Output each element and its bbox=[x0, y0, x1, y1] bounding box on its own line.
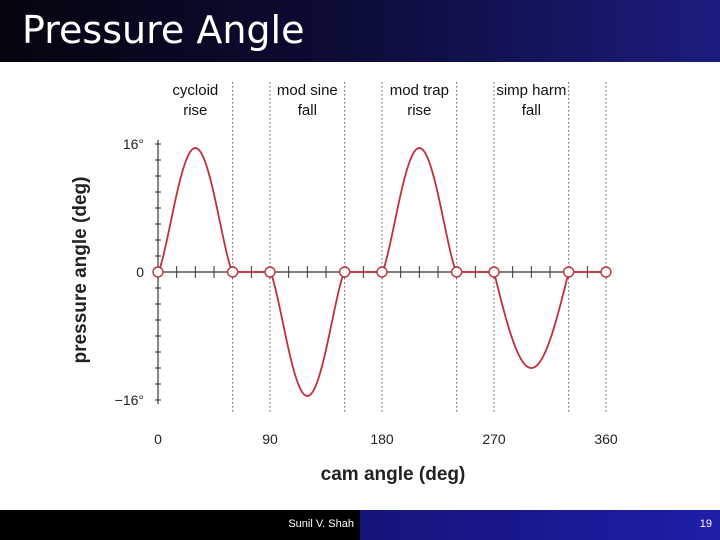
segment-label: cycloid bbox=[172, 82, 218, 99]
y-axis-label: pressure angle (deg) bbox=[70, 177, 91, 364]
segment-labels: cycloid rise mod sine fall mod trap rise simp … bbox=[172, 82, 566, 119]
x-tick-label: 90 bbox=[262, 431, 278, 447]
zero-point-marker bbox=[489, 267, 499, 277]
zero-point-marker bbox=[228, 267, 238, 277]
x-tick-label: 360 bbox=[594, 431, 618, 447]
footer: Sunil V. Shah 19 bbox=[0, 510, 720, 540]
segment-label: rise bbox=[183, 102, 207, 119]
y-tick-label: 16° bbox=[123, 136, 144, 152]
zero-point-marker bbox=[153, 267, 163, 277]
axes: 16° 0 −16° 0 90 180 270 360 bbox=[115, 136, 618, 447]
segment-label: mod trap bbox=[390, 82, 449, 99]
footer-right: 19 bbox=[360, 510, 720, 540]
title-bar: Pressure Angle bbox=[0, 0, 720, 62]
footer-left: Sunil V. Shah bbox=[0, 510, 360, 540]
zero-point-marker bbox=[564, 267, 574, 277]
segment-label: fall bbox=[522, 102, 541, 119]
x-tick-label: 270 bbox=[482, 431, 506, 447]
author-name: Sunil V. Shah bbox=[288, 518, 354, 530]
segment-label: rise bbox=[407, 102, 431, 119]
boundary-lines bbox=[233, 82, 606, 412]
y-tick-label: −16° bbox=[115, 392, 144, 408]
y-tick-label: 0 bbox=[136, 264, 144, 280]
page-number: 19 bbox=[700, 518, 712, 530]
x-tick-label: 0 bbox=[154, 431, 162, 447]
zero-point-marker bbox=[377, 267, 387, 277]
slide-title: Pressure Angle bbox=[22, 8, 304, 52]
x-axis-label: cam angle (deg) bbox=[321, 464, 466, 485]
chart-svg: 16° 0 −16° 0 90 180 270 360 cycloid rise mod sine… bbox=[48, 62, 658, 510]
zero-point-marker bbox=[452, 267, 462, 277]
pressure-angle-chart: 16° 0 −16° 0 90 180 270 360 cycloid rise mod sine… bbox=[48, 62, 658, 510]
x-tick-label: 180 bbox=[370, 431, 394, 447]
segment-label: mod sine bbox=[277, 82, 338, 99]
zero-point-marker bbox=[265, 267, 275, 277]
segment-label: fall bbox=[298, 102, 317, 119]
zero-point-marker bbox=[601, 267, 611, 277]
segment-label: simp harm bbox=[496, 82, 566, 99]
zero-point-marker bbox=[340, 267, 350, 277]
